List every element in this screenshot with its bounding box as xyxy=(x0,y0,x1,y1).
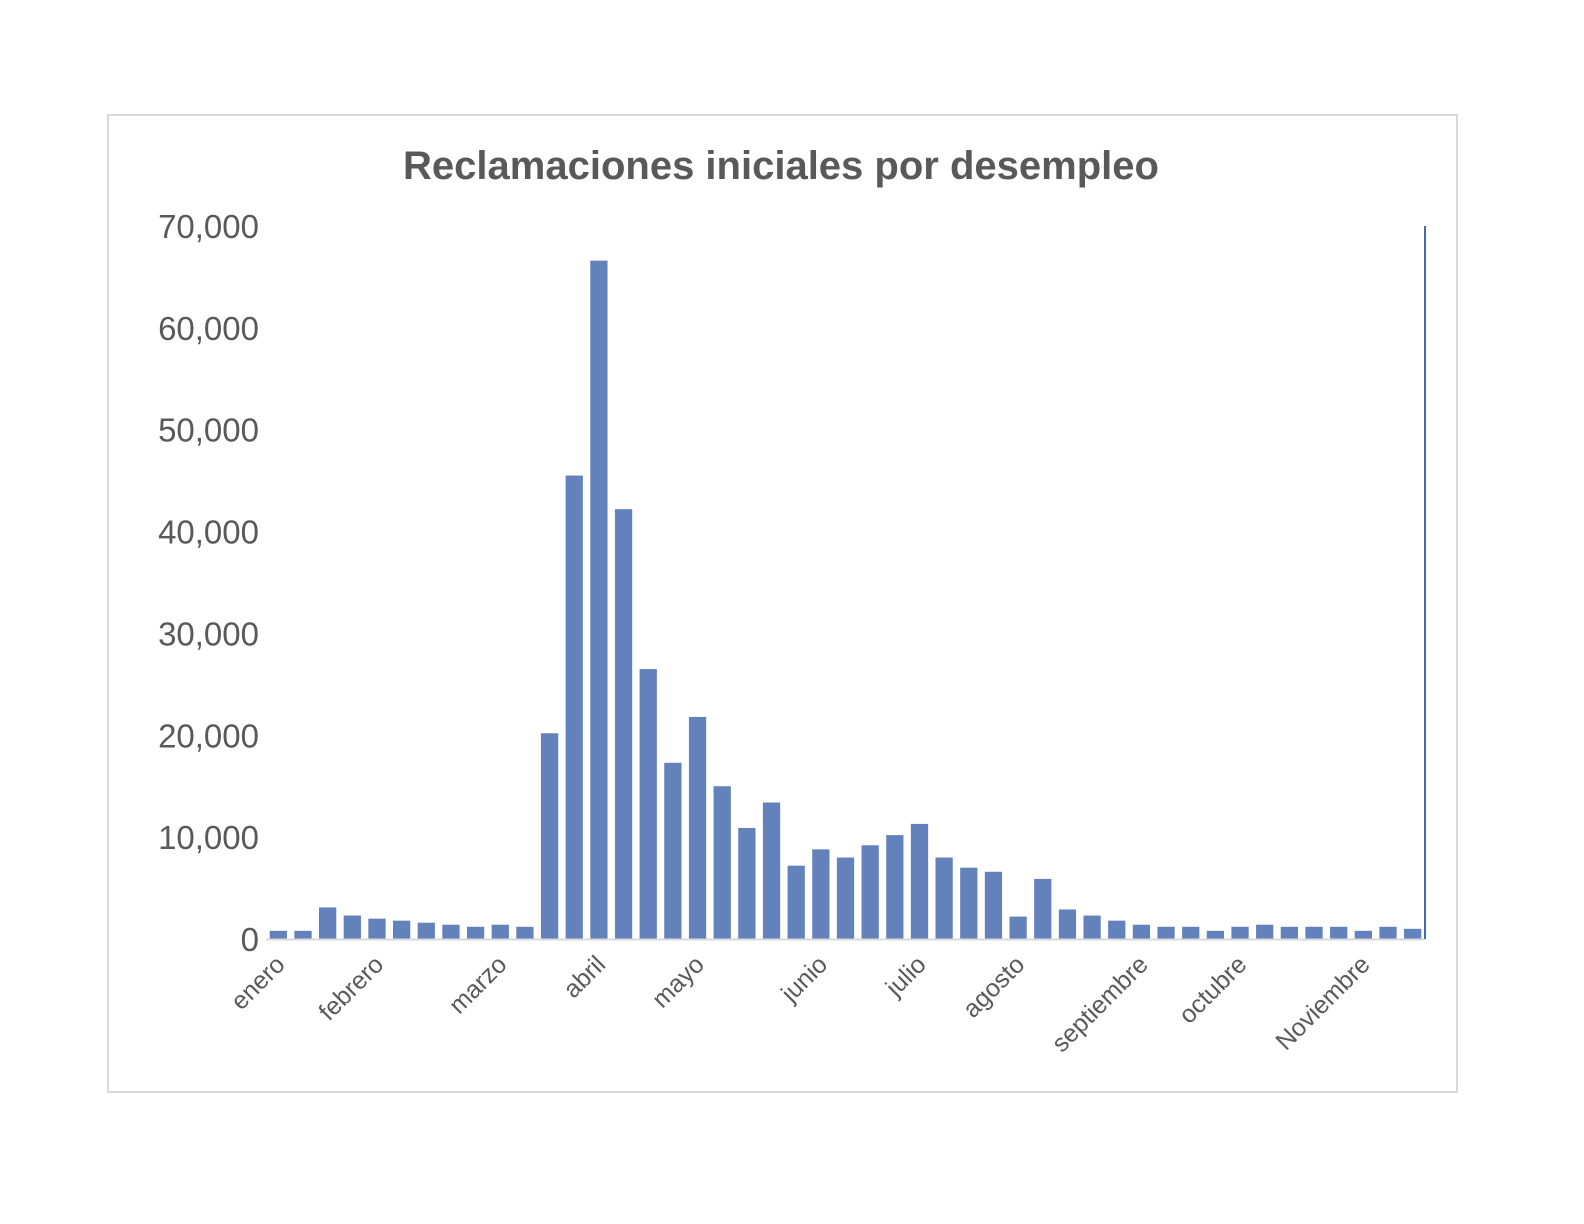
bar xyxy=(812,849,830,939)
bar xyxy=(417,922,435,939)
bar xyxy=(1083,915,1101,939)
bar xyxy=(861,845,879,939)
chart-frame: Reclamaciones iniciales por desempleo 0 1… xyxy=(107,114,1458,1093)
bar-chart: Reclamaciones iniciales por desempleo 0 1… xyxy=(158,144,1426,1058)
bar xyxy=(491,924,509,939)
x-tick-label: mayo xyxy=(647,950,710,1013)
bar xyxy=(1157,926,1175,939)
y-tick-label: 60,000 xyxy=(158,310,259,347)
y-tick-label: 50,000 xyxy=(158,412,259,449)
x-tick-label: octubre xyxy=(1174,950,1253,1029)
bar xyxy=(910,823,929,939)
bar xyxy=(442,924,460,939)
y-tick-label: 10,000 xyxy=(158,819,259,856)
bar xyxy=(664,762,682,939)
bar xyxy=(1354,930,1372,939)
bar xyxy=(590,260,608,939)
bar xyxy=(688,716,707,939)
bar xyxy=(392,920,411,939)
x-tick-label: agosto xyxy=(957,950,1030,1023)
bar xyxy=(466,926,485,939)
bar xyxy=(565,475,583,939)
bar xyxy=(762,802,781,939)
bar xyxy=(1206,930,1225,939)
bar xyxy=(1182,926,1200,939)
bar xyxy=(787,865,805,939)
x-tick-label: abril xyxy=(558,950,611,1003)
y-tick-label: 70,000 xyxy=(158,208,259,245)
bar xyxy=(294,930,312,939)
x-tick-label: julio xyxy=(880,950,932,1002)
chart-title: Reclamaciones iniciales por desempleo xyxy=(403,144,1159,188)
x-tick-label: Noviembre xyxy=(1270,950,1375,1055)
bar xyxy=(269,930,287,939)
bar xyxy=(1404,928,1422,939)
y-axis: 0 10,000 20,000 30,000 40,000 50,000 60,000 70,… xyxy=(158,208,259,958)
bar xyxy=(1108,920,1126,939)
y-tick-label: 20,000 xyxy=(158,717,259,754)
y-tick-label: 30,000 xyxy=(158,615,259,652)
x-tick-label: febrero xyxy=(313,950,389,1026)
bar xyxy=(713,786,731,939)
bar xyxy=(516,926,534,939)
bar xyxy=(1256,924,1274,939)
bar xyxy=(368,918,386,939)
bar xyxy=(738,827,756,939)
bar xyxy=(960,867,978,939)
bar xyxy=(1009,916,1027,939)
x-tick-label: marzo xyxy=(444,950,513,1019)
x-tick-label: junio xyxy=(775,950,833,1008)
bar xyxy=(1034,878,1052,939)
bar xyxy=(343,915,361,939)
bar xyxy=(319,907,337,939)
y-tick-label: 40,000 xyxy=(158,514,259,551)
bar xyxy=(984,871,1003,939)
bar xyxy=(540,733,559,939)
bar xyxy=(1305,926,1323,939)
y-tick-label: 0 xyxy=(241,921,259,958)
bar xyxy=(1330,926,1348,939)
bar xyxy=(1231,926,1249,939)
bar xyxy=(836,857,855,939)
bar xyxy=(1280,926,1299,939)
bar xyxy=(1058,909,1077,939)
bar xyxy=(1132,924,1151,939)
x-tick-label: enero xyxy=(226,950,291,1015)
bar xyxy=(614,509,633,939)
bar xyxy=(639,669,657,939)
bar xyxy=(935,857,953,939)
x-tick-label: septiembre xyxy=(1046,950,1153,1057)
bar xyxy=(886,835,904,939)
bars xyxy=(269,260,1422,939)
bar xyxy=(1379,926,1397,939)
